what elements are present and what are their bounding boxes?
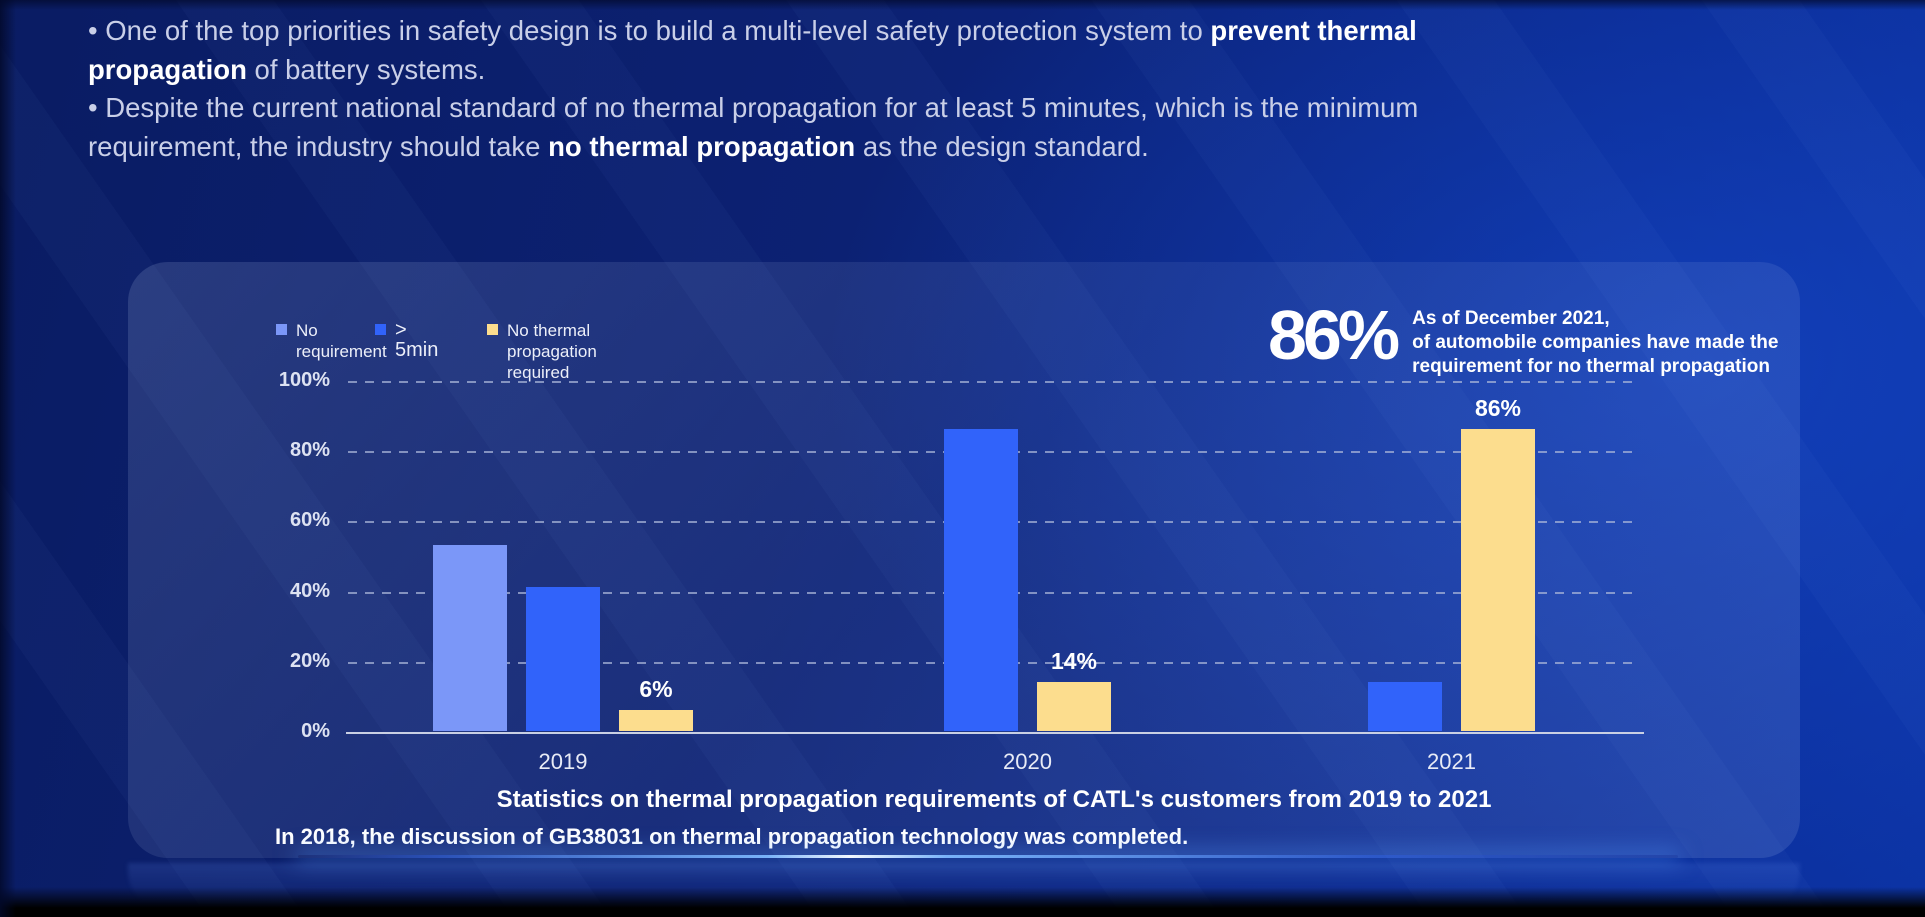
bar-2020-no-thermal-propagation-required — [1037, 681, 1111, 731]
legend-swatch-no-requirement — [276, 324, 287, 335]
y-axis-tick-label: 80% — [289, 439, 330, 462]
legend-label: No requirement — [296, 321, 387, 361]
chart-title: Statistics on thermal propagation requir… — [496, 786, 1492, 813]
gridline — [348, 381, 1640, 383]
bullet-text-line: requirement, the industry should take no… — [88, 130, 1149, 162]
y-axis-tick-label: 0% — [301, 720, 330, 742]
glow-line-decoration — [298, 855, 1678, 858]
bar-2020--5min — [944, 429, 1018, 731]
bar-chart-plot-area: 0% 20% 40% 60% 80% 100% 6% 2019 14% 2020 86% 2021 — [279, 369, 1644, 774]
legend-label: No thermal propagation required — [507, 321, 597, 382]
x-axis-label-2020: 2020 — [1003, 749, 1052, 774]
bullet: • One of the top priorities in safety de… — [88, 12, 1688, 89]
bullet-text-line: • Despite the current national standard … — [88, 92, 1419, 123]
stat-description-line: of automobile companies have made the — [1412, 332, 1779, 353]
stat-value: 86% — [1268, 296, 1400, 374]
x-axis-label-2019: 2019 — [538, 749, 588, 774]
bullet-text-line: propagation of battery systems. — [88, 53, 486, 85]
legend-item-no-requirement: No requirement — [276, 320, 387, 362]
legend-item-no-thermal-propagation: No thermal propagation required — [487, 320, 597, 383]
bullet-list: • One of the top priorities in safety de… — [88, 12, 1688, 166]
chart-footnote: In 2018, the discussion of GB38031 on th… — [275, 824, 1189, 849]
headline-stat: 86% As of December 2021, of automobile c… — [1268, 296, 1778, 379]
bar-value-label: 14% — [1050, 647, 1098, 674]
bullet: • Despite the current national standard … — [88, 89, 1688, 166]
bar-2021--5min — [1368, 681, 1442, 731]
stat-description: As of December 2021, of automobile compa… — [1412, 302, 1778, 379]
legend-swatch-5min — [375, 324, 386, 335]
x-axis-label-2021: 2021 — [1427, 749, 1476, 774]
y-axis-tick-label: 40% — [289, 579, 330, 602]
bullet-text-line: • One of the top priorities in safety de… — [88, 15, 1417, 46]
bar-2019-no-requirement — [433, 544, 507, 731]
y-axis-tick-label: 100% — [278, 369, 330, 391]
bar-2019-no-thermal-propagation-required — [619, 709, 693, 731]
card-reflection — [128, 863, 1800, 911]
stat-description-line: requirement for no thermal propagation — [1412, 356, 1770, 377]
x-axis-line — [346, 732, 1644, 734]
y-axis-tick-label: 60% — [289, 509, 330, 532]
chart-card: No requirement > 5min No thermal propaga… — [128, 262, 1800, 858]
bar-value-label: 6% — [639, 675, 673, 702]
bar-value-label: 86% — [1474, 395, 1522, 422]
stat-description-line: As of December 2021, — [1412, 308, 1610, 329]
bar-2021-no-thermal-propagation-required — [1461, 429, 1535, 731]
legend-item-5min: > 5min — [375, 320, 438, 360]
legend-label: > 5min — [395, 319, 439, 361]
y-axis-tick-label: 20% — [289, 649, 330, 672]
bar-2019--5min — [526, 587, 600, 731]
legend-swatch-no-thermal-propagation — [487, 324, 498, 335]
